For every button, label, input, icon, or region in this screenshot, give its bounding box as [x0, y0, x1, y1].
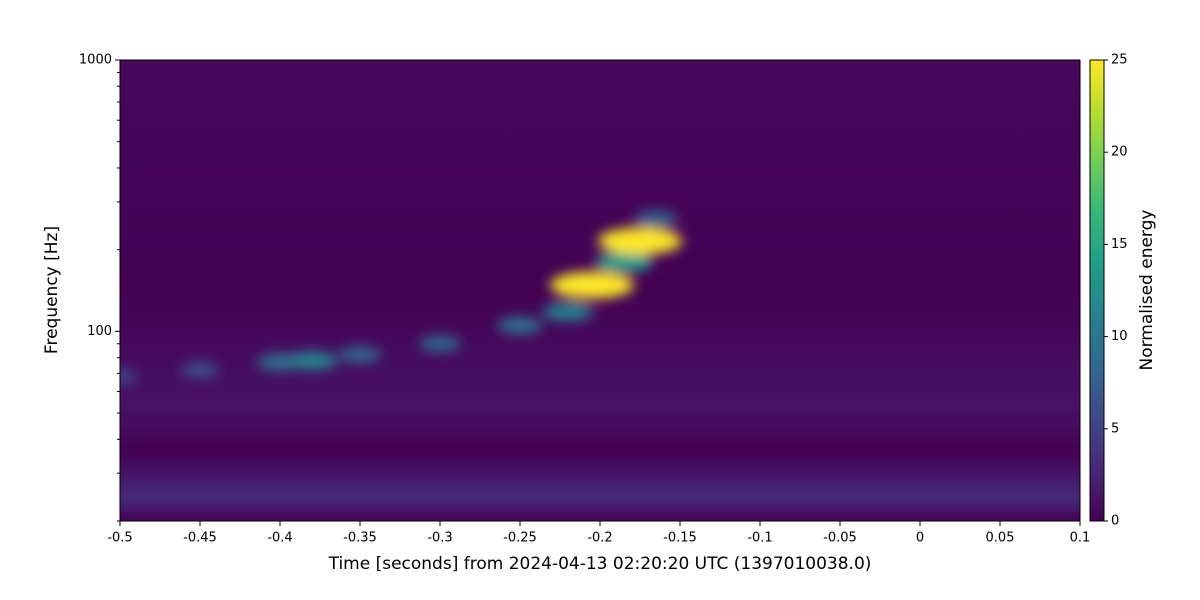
energy-blob — [418, 335, 462, 353]
colorbar-frame — [1089, 59, 1105, 522]
colorbar-tick-label: 20 — [1111, 145, 1128, 160]
y-tick-label: 100 — [87, 324, 112, 339]
x-tick-label: -0.1 — [747, 531, 772, 546]
energy-blob — [180, 362, 220, 378]
colorbar-label: Normalised energy — [1137, 210, 1157, 371]
colorbar — [1090, 60, 1104, 521]
x-tick-label: -0.5 — [107, 531, 132, 546]
x-tick-label: -0.05 — [823, 531, 857, 546]
colorbar-tick-label: 25 — [1111, 53, 1128, 68]
x-tick-label: 0 — [916, 531, 924, 546]
energy-blob — [542, 302, 594, 322]
colorbar-tick-label: 15 — [1111, 237, 1128, 252]
y-tick-label: 1000 — [79, 53, 112, 68]
colorbar-tick-label: 0 — [1111, 514, 1119, 529]
x-axis-label: Time [seconds] from 2024-04-13 02:20:20 … — [328, 554, 872, 574]
x-tick-label: 0.1 — [1070, 531, 1091, 546]
x-tick-label: -0.15 — [663, 531, 697, 546]
heatmap — [120, 210, 682, 385]
y-axis-label: Frequency [Hz] — [42, 226, 62, 354]
energy-blob — [120, 369, 138, 385]
colorbar-tick-label: 10 — [1111, 329, 1128, 344]
energy-blob — [497, 316, 543, 335]
energy-blob — [634, 210, 678, 228]
energy-blob — [598, 227, 682, 255]
x-tick-label: -0.2 — [587, 531, 612, 546]
x-tick-label: 0.05 — [986, 531, 1015, 546]
x-tick-label: -0.3 — [427, 531, 452, 546]
energy-blob — [338, 346, 382, 364]
x-tick-label: -0.25 — [503, 531, 537, 546]
colorbar-tick-label: 5 — [1111, 421, 1119, 436]
energy-blob — [286, 351, 338, 370]
energy-blob — [550, 271, 634, 299]
x-tick-label: -0.45 — [183, 531, 217, 546]
x-tick-label: -0.35 — [343, 531, 377, 546]
x-tick-label: -0.4 — [267, 531, 292, 546]
energy-blob — [595, 251, 653, 273]
